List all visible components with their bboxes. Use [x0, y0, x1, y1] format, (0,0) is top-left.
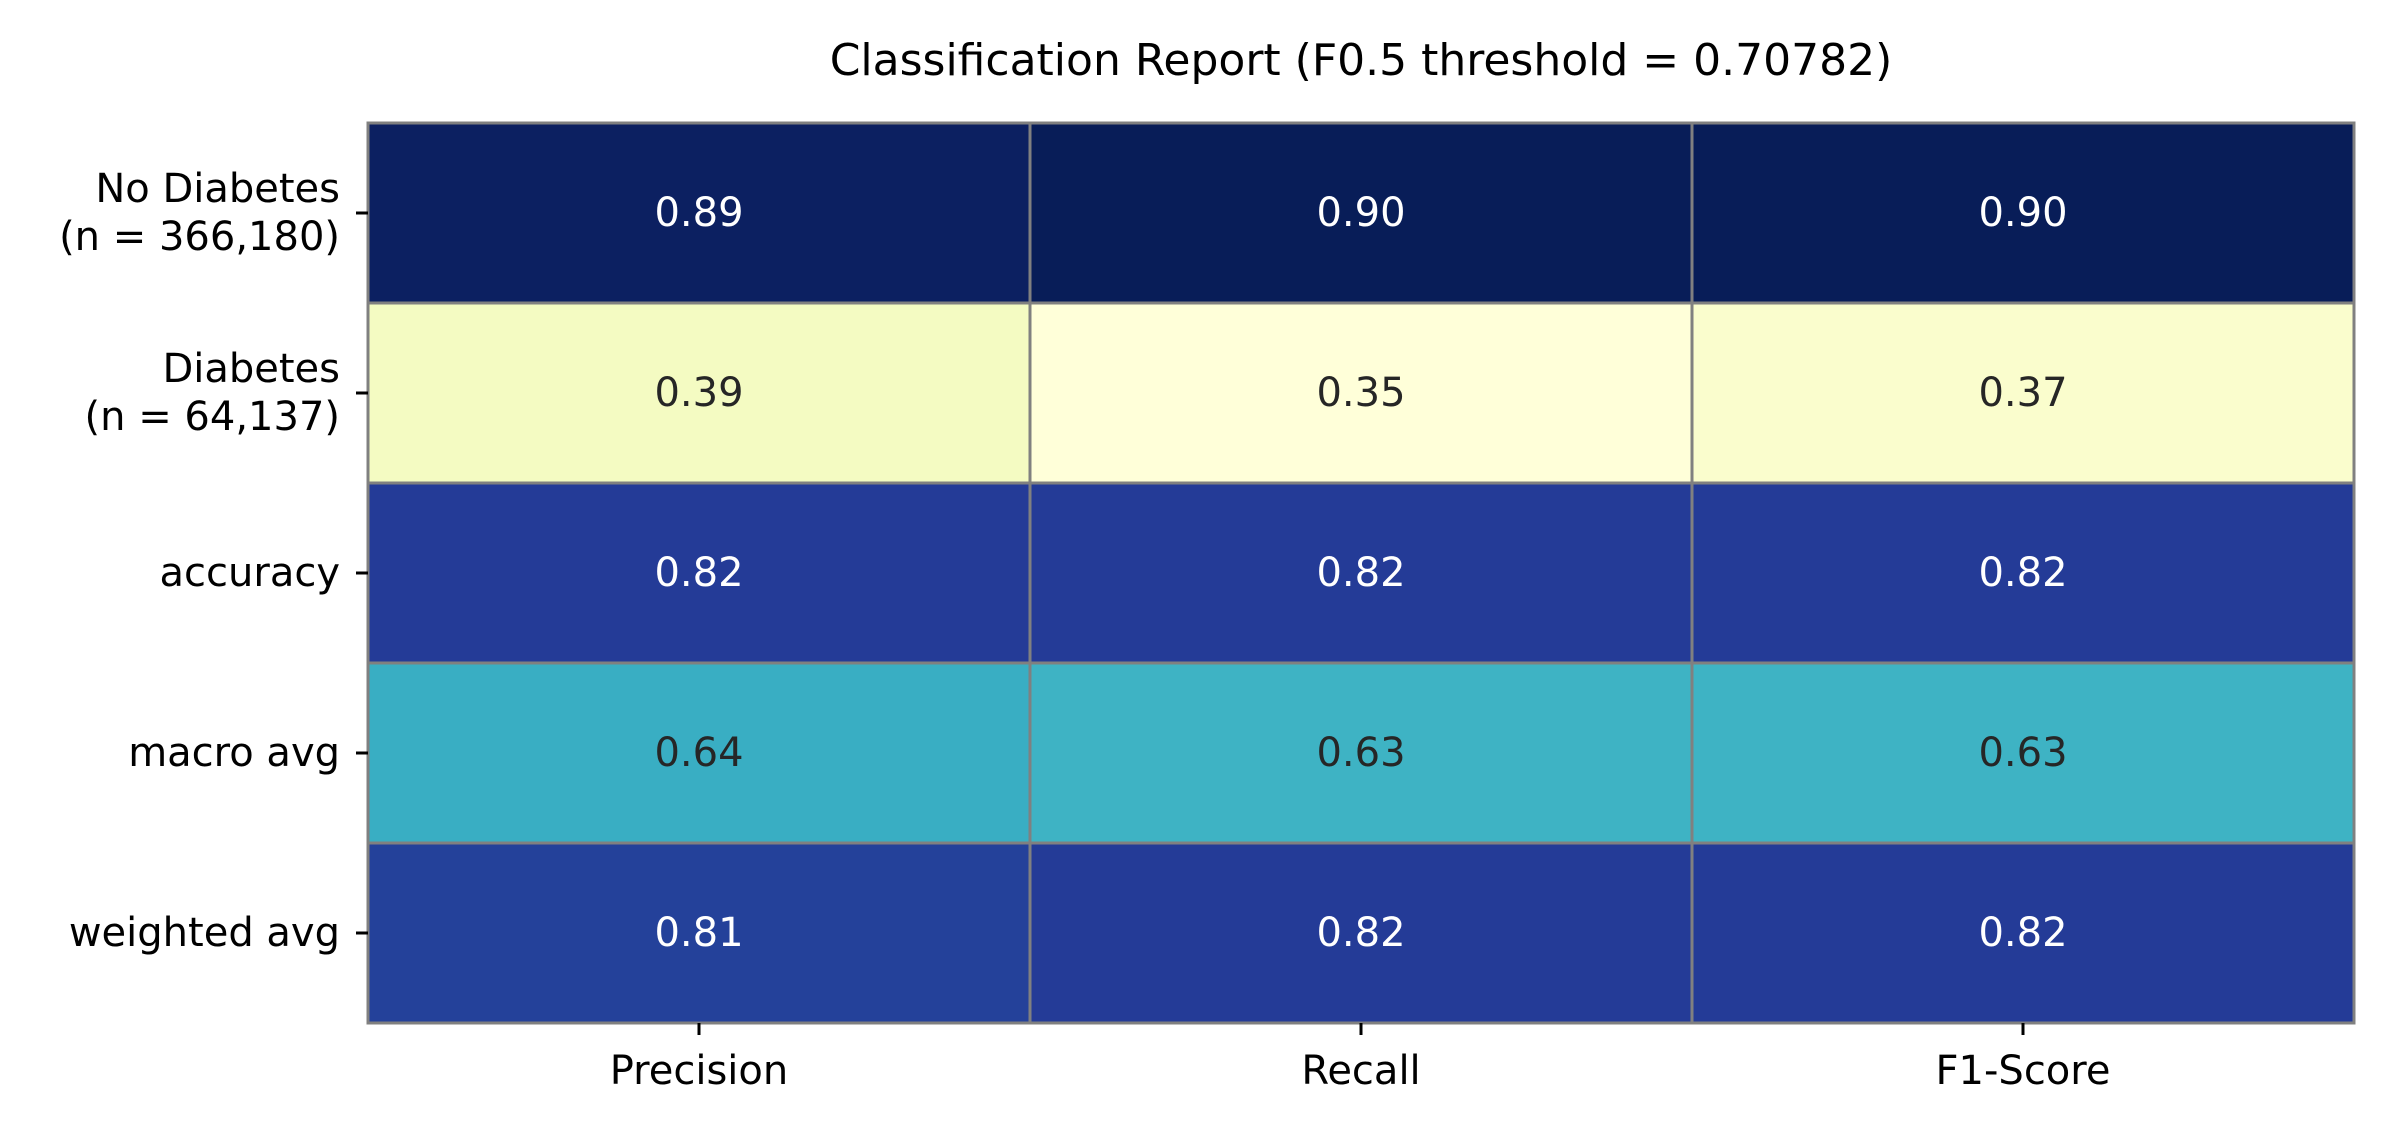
y-tick-label-1: Diabetes (n = 64,137): [85, 346, 340, 440]
heatmap-cell-r4-c2: [1690, 841, 2356, 1025]
heatmap-cell-r3-c2: [1690, 661, 2356, 845]
cell-value-label-r1-c0: 0.39: [654, 370, 743, 416]
cell-value-label-r3-c0: 0.64: [654, 730, 743, 776]
chart-title: Classification Report (F0.5 threshold = …: [830, 35, 1893, 86]
cell-value-label-r2-c1: 0.82: [1316, 550, 1405, 596]
cell-value-label-r3-c1: 0.63: [1316, 730, 1405, 776]
heatmap-cell-r3-c0: [366, 661, 1032, 845]
heatmap-cell-r2-c1: [1028, 481, 1694, 665]
y-tick-label-0: No Diabetes (n = 366,180): [59, 166, 340, 260]
heatmap-cell-r1-c0: [366, 301, 1032, 485]
heatmap-cell-r0-c0: [366, 121, 1032, 305]
heatmap-cell-r4-c0: [366, 841, 1032, 1025]
heatmap-cell-r2-c0: [366, 481, 1032, 665]
heatmap-cell-r2-c2: [1690, 481, 2356, 665]
y-tick-label-2: accuracy: [160, 550, 340, 596]
cell-value-label-r2-c0: 0.82: [654, 550, 743, 596]
cell-value-label-r0-c0: 0.89: [654, 190, 743, 236]
cell-value-label-r4-c2: 0.82: [1978, 910, 2067, 956]
cell-value-labels: 0.89 0.90 0.90 0.39 0.35 0.37 0.82 0.82 0.82 0.64…: [654, 190, 2067, 956]
y-tick-label-4: weighted avg: [69, 910, 340, 956]
x-tick-label-0: Precision: [610, 1048, 788, 1094]
x-tick-label-2: F1-Score: [1936, 1048, 2111, 1094]
heatmap-cell-r0-c2: [1690, 121, 2356, 305]
cell-value-label-r4-c0: 0.81: [654, 910, 743, 956]
cell-value-label-r4-c1: 0.82: [1316, 910, 1405, 956]
cell-value-label-r0-c2: 0.90: [1978, 190, 2067, 236]
heatmap-cell-r0-c1: [1028, 121, 1694, 305]
heatmap-cell-r4-c1: [1028, 841, 1694, 1025]
cell-value-label-r3-c2: 0.63: [1978, 730, 2067, 776]
cell-value-label-r1-c1: 0.35: [1316, 370, 1405, 416]
cell-value-label-r0-c1: 0.90: [1316, 190, 1405, 236]
heatmap-cells: [366, 121, 2356, 1025]
x-tick-label-1: Recall: [1301, 1048, 1420, 1094]
y-tick-label-3: macro avg: [128, 730, 340, 776]
cell-value-label-r1-c2: 0.37: [1978, 370, 2067, 416]
cell-value-label-r2-c2: 0.82: [1978, 550, 2067, 596]
heatmap-axes: No Diabetes (n = 366,180) Diabetes (n = 64,…: [59, 166, 2110, 1094]
